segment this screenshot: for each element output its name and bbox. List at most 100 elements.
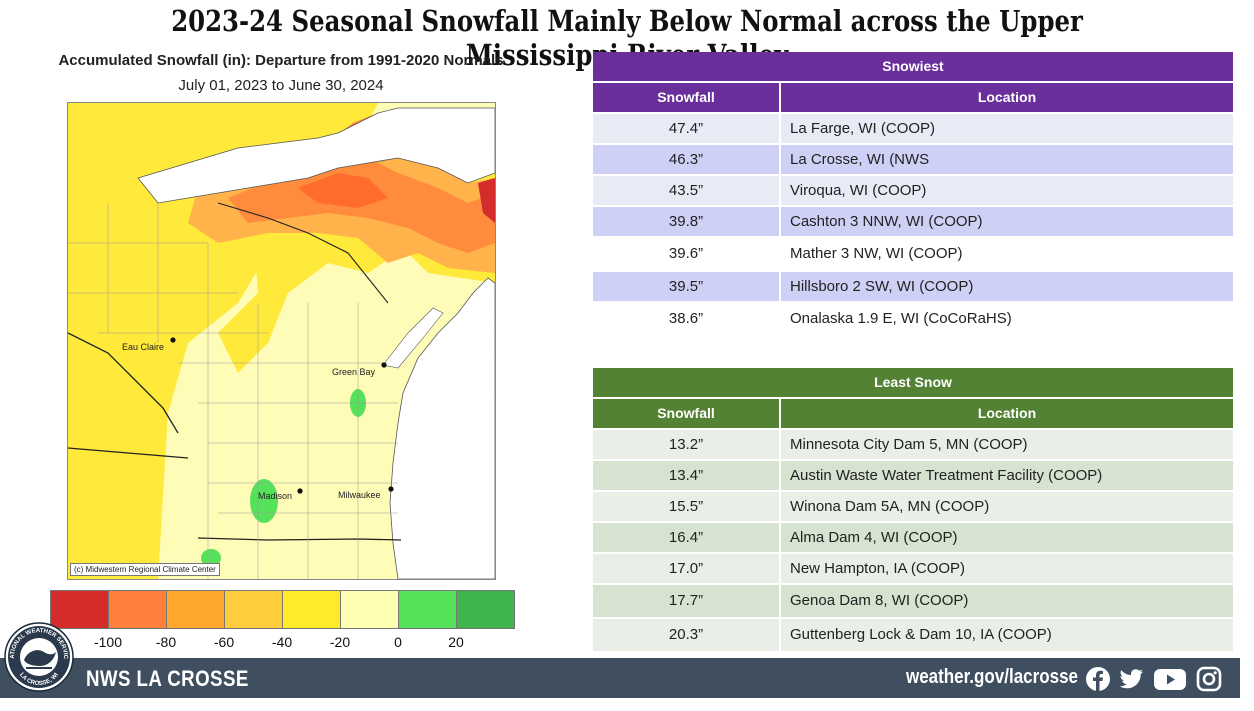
least-snow-table: Least Snow Snowfall Location 13.2” Minne…: [593, 368, 1233, 651]
legend-swatch-2: [109, 591, 167, 628]
legend-swatch-4: [225, 591, 283, 628]
snowfall-cell: 20.3”: [593, 619, 781, 651]
legend-tick: 0: [394, 634, 402, 650]
legend-tick: -20: [329, 634, 351, 650]
city-dot-eau-claire: [170, 337, 176, 343]
table-row: 15.5” Winona Dam 5A, MN (COOP): [593, 492, 1233, 521]
state-boundary-wi-mn: [68, 332, 179, 434]
instagram-icon[interactable]: [1196, 666, 1222, 692]
snowfall-cell: 39.6”: [593, 238, 781, 270]
city-label-madison: Madison: [258, 491, 292, 501]
snowfall-cell: 46.3”: [593, 145, 781, 174]
state-boundary-wi-mi: [217, 202, 389, 304]
column-header-location: Location: [977, 89, 1037, 105]
legend-swatch-6: [341, 591, 399, 628]
location-cell: Onalaska 1.9 E, WI (CoCoRaHS): [790, 310, 1012, 327]
footer-bar: NWS LA CROSSE weather.gov/lacrosse: [0, 658, 1240, 698]
column-header-snowfall: Snowfall: [593, 83, 781, 112]
snowfall-cell: 15.5”: [593, 492, 781, 521]
snowfall-cell: 39.5”: [593, 272, 781, 301]
city-label-green-bay: Green Bay: [332, 367, 376, 377]
snowfall-cell: 43.5”: [593, 176, 781, 205]
location-cell: La Crosse, WI (NWS: [790, 151, 930, 168]
color-legend: -100 -80 -60 -40 -20 0 20: [50, 590, 515, 654]
snowfall-cell: 39.8”: [593, 207, 781, 236]
location-cell: Cashton 3 NNW, WI (COOP): [790, 213, 983, 230]
green-bay-inlet: [382, 307, 444, 369]
location-cell: Alma Dam 4, WI (COOP): [790, 529, 958, 546]
location-cell: La Farge, WI (COOP): [790, 120, 936, 137]
column-header-location: Location: [977, 405, 1037, 421]
table-row: 46.3” La Crosse, WI (NWS: [593, 145, 1233, 174]
facebook-icon[interactable]: [1085, 666, 1111, 692]
green-spot-2: [250, 479, 278, 523]
snowfall-cell: 17.0”: [593, 554, 781, 583]
legend-swatch-1: [51, 591, 109, 628]
map-subtitle: July 01, 2023 to June 30, 2024: [178, 77, 384, 94]
county-lines: [68, 203, 398, 579]
location-cell: Austin Waste Water Treatment Facility (C…: [790, 467, 1103, 484]
footer-office-name: NWS LA CROSSE: [86, 666, 249, 691]
legend-tick: -100: [93, 634, 123, 650]
location-cell: Minnesota City Dam 5, MN (COOP): [790, 436, 1028, 453]
city-dot-madison: [297, 488, 303, 494]
snowiest-heading: Snowiest: [593, 52, 1233, 81]
map-title: Accumulated Snowfall (in): Departure fro…: [58, 52, 504, 69]
legend-ticks: -100 -80 -60 -40 -20 0 20: [50, 634, 514, 654]
location-cell: Winona Dam 5A, MN (COOP): [790, 498, 990, 515]
nws-logo: NATIONAL WEATHER SERVICE LA CROSSE, WI: [4, 622, 74, 692]
legend-tick: 20: [448, 634, 464, 650]
table-row: 39.8” Cashton 3 NNW, WI (COOP): [593, 207, 1233, 236]
lake-michigan: [389, 277, 495, 579]
region-north-deep-orange: [298, 173, 388, 208]
region-east-red: [478, 178, 495, 223]
table-row: 17.7” Genoa Dam 8, WI (COOP): [593, 585, 1233, 617]
snowfall-departure-map: Eau Claire Green Bay Madison Milwaukee (…: [67, 102, 496, 580]
table-row: 39.6” Mather 3 NW, WI (COOP): [593, 238, 1233, 270]
snowiest-table: Snowiest Snowfall Location 47.4” La Farg…: [593, 52, 1233, 335]
city-label-eau-claire: Eau Claire: [122, 342, 164, 352]
least-snow-heading: Least Snow: [593, 368, 1233, 397]
table-row: 38.6” Onalaska 1.9 E, WI (CoCoRaHS): [593, 303, 1233, 335]
city-dot-green-bay: [381, 362, 387, 368]
table-row: 47.4” La Farge, WI (COOP): [593, 114, 1233, 143]
snowfall-cell: 47.4”: [593, 114, 781, 143]
location-cell: Viroqua, WI (COOP): [790, 182, 927, 199]
least-snow-column-headers: Snowfall Location: [593, 399, 1233, 428]
legend-swatches: [50, 590, 515, 629]
map-credit: (c) Midwestern Regional Climate Center: [70, 563, 220, 576]
snowfall-cell: 38.6”: [593, 303, 781, 335]
snowiest-column-headers: Snowfall Location: [593, 83, 1233, 112]
city-dot-milwaukee: [388, 486, 394, 492]
location-cell: Guttenberg Lock & Dam 10, IA (COOP): [790, 626, 1052, 643]
location-cell: Mather 3 NW, WI (COOP): [790, 245, 963, 262]
legend-swatch-5: [283, 591, 341, 628]
table-row: 16.4” Alma Dam 4, WI (COOP): [593, 523, 1233, 552]
location-cell: New Hampton, IA (COOP): [790, 560, 966, 577]
footer-website-link[interactable]: weather.gov/lacrosse: [906, 666, 1078, 688]
youtube-icon[interactable]: [1153, 666, 1187, 692]
legend-tick: -60: [213, 634, 235, 650]
map-graphic: Eau Claire Green Bay Madison Milwaukee: [68, 103, 495, 579]
snowfall-cell: 17.7”: [593, 585, 781, 617]
table-row: 17.0” New Hampton, IA (COOP): [593, 554, 1233, 583]
location-cell: Genoa Dam 8, WI (COOP): [790, 592, 969, 609]
state-boundary-wi-il: [197, 537, 402, 541]
table-row: 39.5” Hillsboro 2 SW, WI (COOP): [593, 272, 1233, 301]
legend-swatch-3: [167, 591, 225, 628]
location-cell: Hillsboro 2 SW, WI (COOP): [790, 278, 974, 295]
state-boundary-wi-ia: [68, 447, 189, 459]
city-label-milwaukee: Milwaukee: [338, 490, 381, 500]
table-row: 20.3” Guttenberg Lock & Dam 10, IA (COOP…: [593, 619, 1233, 651]
lake-superior: [137, 107, 495, 204]
snowfall-cell: 13.4”: [593, 461, 781, 490]
table-row: 13.2” Minnesota City Dam 5, MN (COOP): [593, 430, 1233, 459]
snowfall-cell: 16.4”: [593, 523, 781, 552]
legend-tick: -80: [155, 634, 177, 650]
legend-swatch-7: [399, 591, 457, 628]
column-header-snowfall: Snowfall: [593, 399, 781, 428]
legend-tick: -40: [271, 634, 293, 650]
table-row: 13.4” Austin Waste Water Treatment Facil…: [593, 461, 1233, 490]
twitter-icon[interactable]: [1118, 666, 1144, 692]
snowfall-cell: 13.2”: [593, 430, 781, 459]
